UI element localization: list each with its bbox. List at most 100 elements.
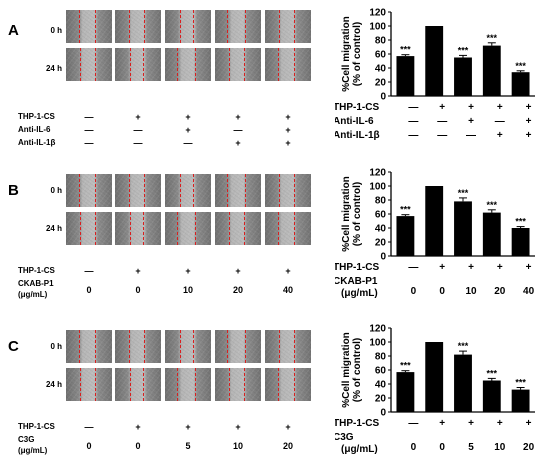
time-label: 24 h: [45, 64, 62, 73]
micrograph: [215, 10, 261, 43]
micrograph: [115, 330, 161, 363]
wound-edge-line: [293, 212, 295, 245]
chart-treatment-value: 10: [465, 286, 477, 297]
chart-treatment-unit: (μg/mL): [341, 288, 378, 299]
treatment-value: +: [235, 138, 241, 148]
chart-treatment-label: Anti-IL-6: [335, 116, 374, 127]
treatment-value: 0: [86, 441, 92, 451]
chart-treatment-value: —: [408, 262, 418, 273]
treatment-value: —: [133, 125, 143, 135]
wound-edge-line: [192, 10, 194, 43]
treatment-value: 5: [185, 441, 191, 451]
treatment-value: 0: [135, 285, 141, 295]
significance-label: ***: [400, 205, 411, 215]
treatment-label: THP-1-CS: [18, 422, 55, 431]
chart-treatment-value: —: [408, 418, 418, 429]
wound-edge-line: [195, 212, 197, 245]
wound-edge-line: [277, 48, 279, 81]
wound-edge-line: [229, 368, 231, 401]
bar-chart-a: %Cell migration (% of control) 0 20 40 60 80 10…: [335, 8, 535, 141]
micrograph: [66, 330, 112, 363]
significance-label: ***: [458, 188, 469, 198]
panel-letter: B: [8, 182, 19, 199]
wound-edge-line: [128, 10, 130, 43]
micrograph: [265, 368, 311, 401]
time-label: 0 h: [50, 186, 62, 195]
wound-edge-line: [245, 10, 247, 43]
wound-edge-line: [142, 48, 144, 81]
y-axis-label: %Cell migration (% of control): [341, 16, 363, 92]
treatment-value: +: [235, 266, 241, 276]
y-tick-label: 80: [375, 36, 387, 47]
chart-treatment-value: 0: [411, 442, 417, 453]
treatment-value: +: [185, 266, 191, 276]
wound-edge-line: [229, 48, 231, 81]
y-axis-title: %Cell migration: [341, 16, 352, 92]
treatment-value: 0: [86, 285, 92, 295]
significance-label: ***: [487, 368, 498, 378]
treatment-value: +: [185, 125, 191, 135]
bar: [482, 45, 501, 96]
treatment-value: +: [285, 138, 291, 148]
bar: [454, 201, 472, 256]
treatment-label: C3G: [18, 435, 35, 444]
y-axis-subtitle: (% of control): [352, 182, 363, 246]
chart-treatment-label: THP-1-CS: [335, 418, 379, 429]
wound-edge-line: [144, 174, 146, 207]
bar: [511, 228, 530, 256]
wound-edge-line: [78, 10, 80, 43]
treatment-label: THP-1-CS: [18, 266, 55, 275]
time-label: 0 h: [50, 26, 62, 35]
treatment-value: +: [185, 112, 191, 122]
treatment-value: —: [84, 138, 94, 148]
chart-treatment-value: 0: [439, 442, 445, 453]
treatment-value: 10: [182, 285, 193, 295]
significance-label: ***: [487, 200, 498, 210]
y-tick-label: 120: [369, 168, 386, 179]
micrograph: [165, 212, 211, 245]
micrograph: [215, 330, 261, 363]
y-tick-label: 20: [375, 394, 387, 405]
wound-edge-line: [293, 48, 295, 81]
bar: [511, 72, 530, 96]
panel-letter: A: [8, 22, 19, 39]
chart-treatment-label: THP-1-CS: [335, 262, 379, 273]
treatment-label: Anti-IL-6: [18, 125, 51, 134]
treatment-value: —: [84, 422, 94, 432]
y-tick-label: 100: [369, 22, 386, 33]
treatment-value: +: [235, 112, 241, 122]
chart-treatment-value: +: [468, 418, 474, 429]
micrograph: [215, 212, 261, 245]
bar: [511, 389, 530, 412]
wound-edge-line: [94, 330, 96, 363]
y-tick-label: 80: [375, 196, 387, 207]
treatment-value: —: [233, 125, 243, 135]
wound-edge-line: [79, 48, 81, 81]
treatment-value: +: [235, 422, 241, 432]
treatment-unit: (μg/mL): [18, 446, 48, 455]
chart-treatment-value: 10: [494, 442, 506, 453]
y-tick-label: 120: [369, 8, 386, 19]
wound-edge-line: [177, 368, 179, 401]
wound-edge-line: [78, 174, 80, 207]
wound-edge-line: [129, 368, 131, 401]
y-axis-label: %Cell migration (% of control): [341, 176, 363, 252]
wound-edge-line: [243, 48, 245, 81]
y-axis-label: %Cell migration (% of control): [341, 332, 363, 408]
significance-label: ***: [400, 361, 411, 371]
wound-edge-line: [179, 330, 181, 363]
wound-edge-line: [227, 174, 229, 207]
chart-treatment-value: +: [468, 262, 474, 273]
wound-edge-line: [293, 368, 295, 401]
chart-treatment-value: +: [439, 418, 445, 429]
y-tick-label: 100: [369, 182, 386, 193]
wound-edge-line: [277, 368, 279, 401]
micrograph: [165, 330, 211, 363]
y-tick-label: 0: [380, 252, 386, 263]
chart-treatment-value: 20: [494, 286, 506, 297]
chart-treatment-value: +: [439, 262, 445, 273]
wound-edge-line: [293, 330, 295, 363]
treatment-value: —: [84, 266, 94, 276]
wound-edge-line: [293, 10, 295, 43]
time-label: 24 h: [45, 380, 62, 389]
